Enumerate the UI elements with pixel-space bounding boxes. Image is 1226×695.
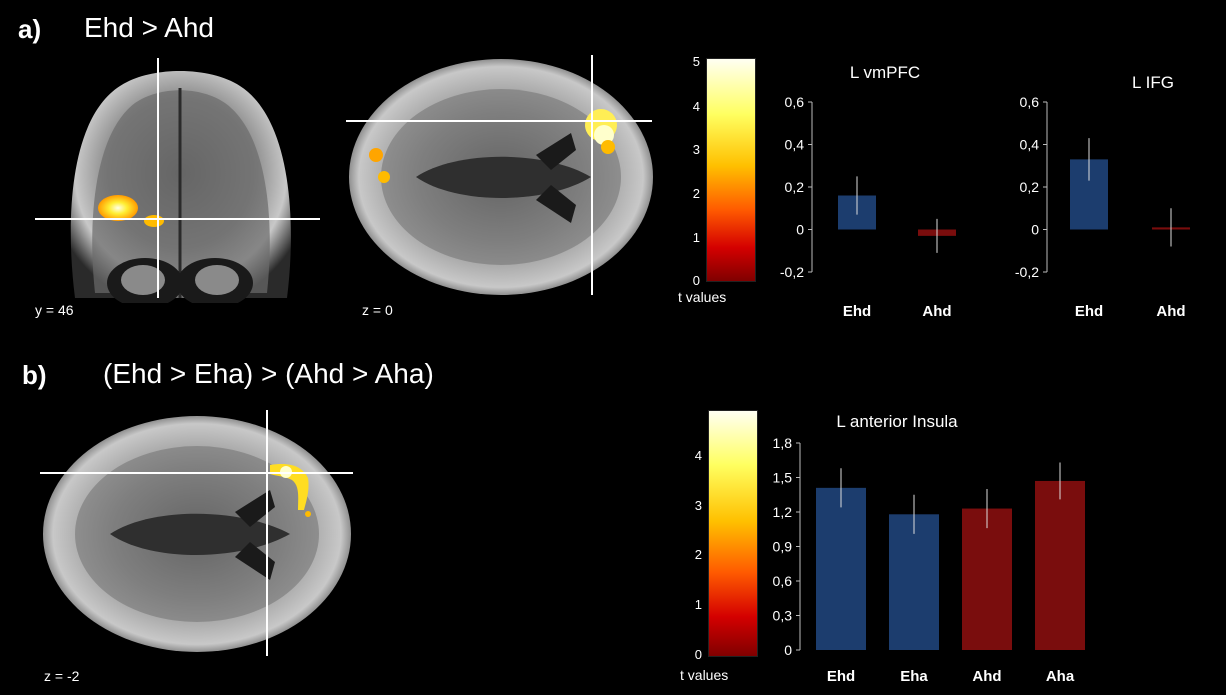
y-tick-label: 1,8 <box>773 435 793 451</box>
coronal-brain-slice <box>35 58 320 303</box>
y-tick-label: 0,4 <box>785 137 805 153</box>
y-tick-label: -0,2 <box>780 264 804 280</box>
activation-blob <box>144 215 164 227</box>
panel-a-title: Ehd > Ahd <box>84 12 215 43</box>
category-label: Ahd <box>922 303 951 320</box>
y-tick-label: 1,5 <box>773 470 793 486</box>
colorbar-b-tick: 2 <box>694 547 702 562</box>
category-label: Eha <box>900 668 928 685</box>
activation-blob <box>98 195 138 221</box>
y-tick-label: 0 <box>796 222 804 238</box>
bar-chart-l-vmpfc: L vmPFC 0,6 0,4 0,2 0 -0,2 Ehd Ahd <box>780 63 956 320</box>
y-tick-label: -0,2 <box>1015 264 1039 280</box>
chart-title: L vmPFC <box>850 63 920 82</box>
activation-blob <box>369 148 383 162</box>
slice-label-coronal: y = 46 <box>35 302 74 318</box>
colorbar-a <box>706 58 756 282</box>
category-label: Ehd <box>1075 303 1103 320</box>
axial-brain-slice <box>346 55 653 295</box>
chart-title: L anterior Insula <box>836 412 958 431</box>
colorbar-b-tick: 1 <box>694 597 702 612</box>
bar-eha <box>889 514 939 650</box>
axial-brain-slice-b <box>40 410 353 656</box>
panel-b-label: b) <box>22 360 47 390</box>
slice-label-axial-b: z = -2 <box>44 668 80 684</box>
y-tick-label: 0 <box>1031 222 1039 238</box>
colorbar-a-tick: 1 <box>692 230 700 245</box>
chart-title: L IFG <box>1132 73 1174 92</box>
bar-ehd <box>816 487 866 650</box>
bar-aha <box>1035 480 1085 650</box>
y-tick-label: 0,2 <box>1020 179 1040 195</box>
y-tick-label: 0,6 <box>1020 94 1040 110</box>
category-label: Ehd <box>827 668 855 685</box>
colorbar-b-tick: 0 <box>694 647 702 662</box>
panel-b-title: (Ehd > Eha) > (Ahd > Aha) <box>103 358 434 389</box>
activation-blob <box>270 464 309 510</box>
y-tick-label: 1,2 <box>773 504 793 520</box>
colorbar-a-tick: 5 <box>692 54 700 69</box>
y-tick-label: 0,2 <box>785 179 805 195</box>
bar-chart-l-anterior-insula: L anterior Insula 1,8 1,5 1,2 0,9 0,6 0,3 0 Ehd E… <box>773 412 1085 685</box>
colorbar-b-label: t values <box>680 667 729 683</box>
category-label: Ehd <box>843 303 871 320</box>
slice-label-axial: z = 0 <box>362 302 393 318</box>
y-tick-label: 0,6 <box>773 573 793 589</box>
category-label: Ahd <box>972 668 1001 685</box>
y-tick-label: 0,9 <box>773 539 793 555</box>
y-tick-label: 0 <box>784 642 792 658</box>
colorbar-a-tick: 3 <box>692 142 700 157</box>
colorbar-b-tick: 3 <box>694 498 702 513</box>
y-tick-label: 0,3 <box>773 608 793 624</box>
colorbar-a-tick: 2 <box>692 186 700 201</box>
bar-chart-l-ifg: L IFG 0,6 0,4 0,2 0 -0,2 Ehd Ahd <box>1015 73 1190 320</box>
y-tick-label: 0,6 <box>785 94 805 110</box>
colorbar-a-label: t values <box>678 289 727 305</box>
colorbar-a-tick: 4 <box>692 99 700 114</box>
activation-blob <box>378 171 390 183</box>
colorbar-b-tick: 4 <box>694 448 702 463</box>
panel-a-label: a) <box>18 14 42 44</box>
bar-ahd <box>962 508 1012 650</box>
colorbar-b <box>708 410 758 657</box>
category-label: Ahd <box>1156 303 1185 320</box>
y-tick-label: 0,4 <box>1020 137 1040 153</box>
colorbar-a-tick: 0 <box>692 273 700 288</box>
category-label: Aha <box>1046 668 1075 685</box>
